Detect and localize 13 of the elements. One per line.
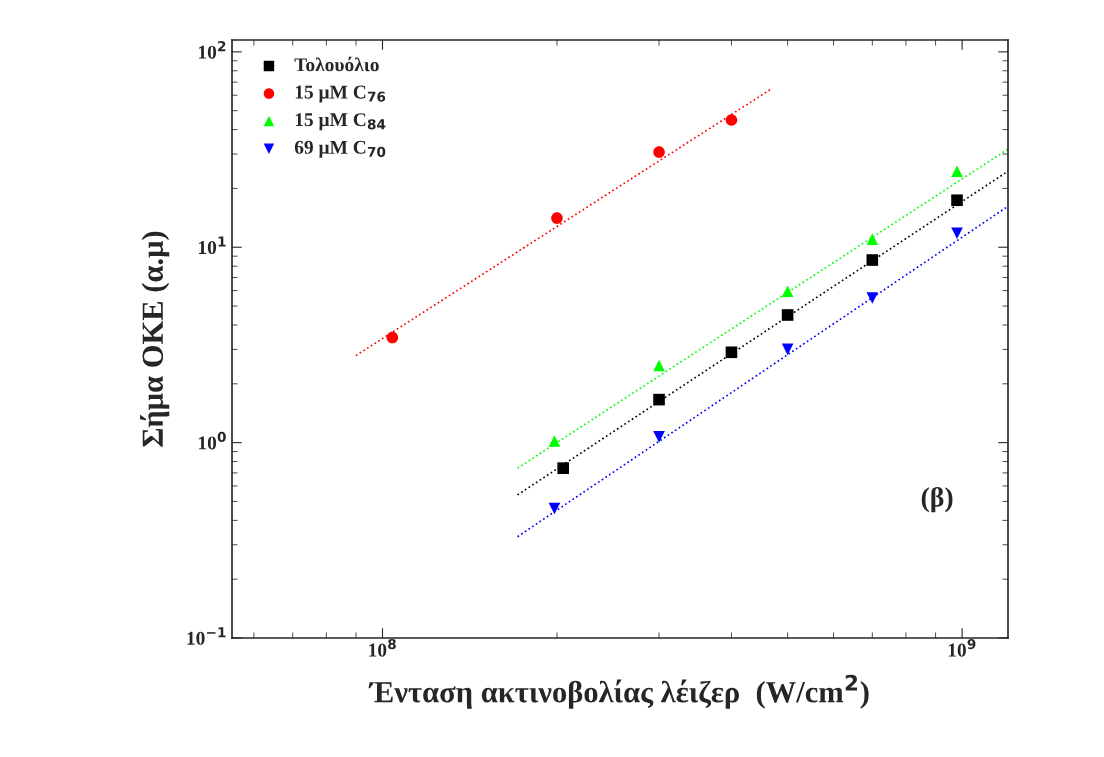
legend-label: 15 μM C$_{84}$ [295, 113, 386, 131]
y-tick-label: 10$^{0}$ [198, 431, 226, 450]
annotation: (β) [921, 486, 953, 513]
x-tick-label: 10$^{9}$ [948, 638, 976, 657]
legend-label: 69 μM C$_{70}$ [294, 140, 386, 158]
y-axis-title: Σήμα OKE (α.μ) [140, 231, 170, 447]
y-tick-label: 10$^{1}$ [198, 236, 226, 255]
legend-label: Τολουόλιο [294, 56, 379, 72]
legend-label: 15 μM C$_{76}$ [295, 85, 386, 103]
x-tick-label: 10$^{8}$ [369, 638, 396, 657]
x-axis-title: Ένταση ακτινοβολίας λέιζερ (W/cm$^{2}$) [368, 674, 869, 709]
y-tick-label: 10$^{−1}$ [187, 627, 226, 645]
y-tick-label: 10$^{2}$ [198, 41, 226, 59]
